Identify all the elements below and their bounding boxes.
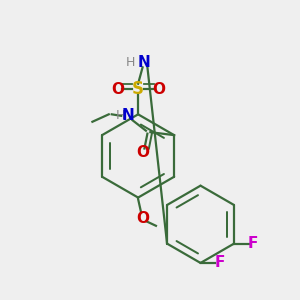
Text: O: O [136,211,149,226]
Text: O: O [136,146,149,160]
Text: H: H [126,56,135,69]
Text: F: F [215,255,225,270]
Text: N: N [138,55,150,70]
Text: N: N [122,108,134,123]
Text: O: O [152,82,165,97]
Text: O: O [111,82,124,97]
Text: H: H [116,109,125,122]
Text: F: F [248,236,259,251]
Text: S: S [132,80,144,98]
